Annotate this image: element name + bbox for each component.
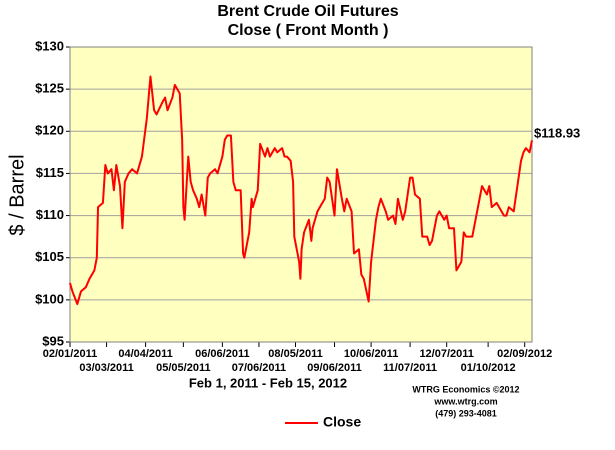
credit: (479) 293-4081 xyxy=(435,408,497,418)
x-tick-label: 07/06/2011 xyxy=(232,362,286,374)
x-tick-label: 04/04/2011 xyxy=(118,348,172,360)
x-axis-label: Feb 1, 2011 - Feb 15, 2012 xyxy=(189,375,347,390)
y-axis-label: $ / Barrel xyxy=(6,154,28,235)
x-tick-label: 09/06/2011 xyxy=(307,362,361,374)
chart-title: Brent Crude Oil Futures xyxy=(217,3,398,20)
y-tick-label: $130 xyxy=(35,38,64,53)
x-tick-label: 05/05/2011 xyxy=(156,362,210,374)
plot-area xyxy=(69,46,533,343)
y-tick-label: $100 xyxy=(35,291,64,306)
line-series xyxy=(69,75,533,306)
chart-subtitle: Close ( Front Month ) xyxy=(228,22,389,39)
x-tick-label: 01/10/2012 xyxy=(461,362,516,374)
annotation: $118.93 xyxy=(534,126,580,141)
legend-label: Close xyxy=(323,414,361,430)
plot-border xyxy=(69,46,533,343)
x-tick-label: 12/07/2011 xyxy=(419,348,473,360)
x-tick-label: 11/07/2011 xyxy=(383,362,437,374)
y-tick-label: $120 xyxy=(35,123,64,138)
x-tick-label: 02/01/2011 xyxy=(43,348,97,360)
x-tick-label: 06/06/2011 xyxy=(195,348,249,360)
y-tick-label: $95 xyxy=(42,333,64,348)
y-tick-label: $105 xyxy=(35,249,64,264)
credit: www.wtrg.com xyxy=(433,396,497,406)
y-tick-label: $125 xyxy=(35,81,64,96)
x-tick-label: 02/09/2012 xyxy=(497,348,552,360)
x-tick-label: 03/03/2011 xyxy=(79,362,133,374)
x-tick-label: 10/06/2011 xyxy=(344,348,398,360)
y-tick-label: $110 xyxy=(36,207,64,222)
y-tick-label: $115 xyxy=(36,165,64,180)
x-tick-label: 08/05/2011 xyxy=(268,348,322,360)
credit: WTRG Economics ©2012 xyxy=(412,384,519,394)
